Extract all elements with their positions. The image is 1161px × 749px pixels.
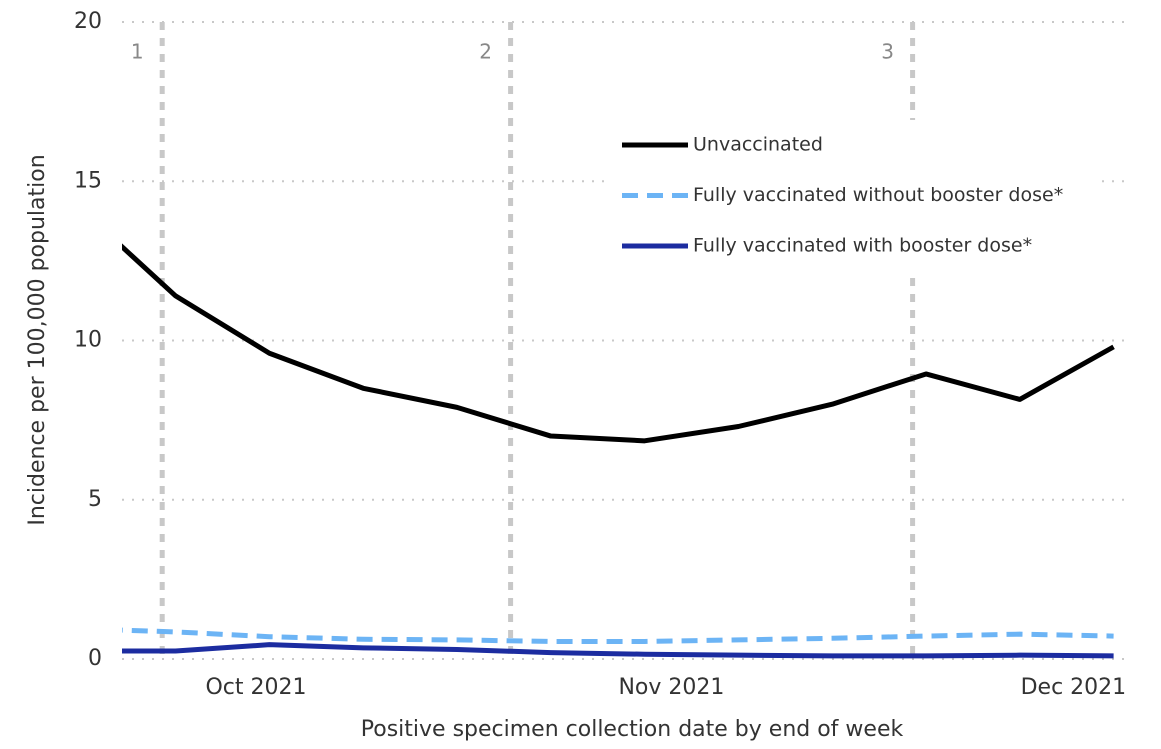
y-tick-label: 10 (74, 328, 102, 353)
series-line (122, 627, 1114, 644)
y-tick-label: 20 (74, 9, 102, 34)
series-line (122, 642, 1114, 659)
legend-bg (612, 120, 1102, 270)
series-line (122, 243, 1115, 444)
annotation-label: 3 (881, 40, 894, 64)
x-tick-label: Nov 2021 (618, 675, 724, 700)
y-axis-title: Incidence per 100,000 population (25, 154, 50, 525)
x-tick-label: Oct 2021 (205, 675, 306, 700)
x-axis-title: Positive specimen collection date by end… (361, 717, 904, 742)
legend-label: Fully vaccinated with booster dose* (693, 235, 1032, 257)
y-tick-label: 0 (88, 646, 102, 671)
annotation-label: 2 (479, 40, 492, 64)
legend-label: Unvaccinated (693, 134, 823, 156)
y-tick-label: 5 (88, 487, 102, 512)
legend-label: Fully vaccinated without booster dose* (693, 184, 1063, 206)
y-tick-label: 15 (74, 168, 102, 193)
annotation-label: 1 (131, 40, 144, 64)
plot-lines (122, 243, 1115, 659)
x-tick-label: Dec 2021 (1021, 675, 1127, 700)
